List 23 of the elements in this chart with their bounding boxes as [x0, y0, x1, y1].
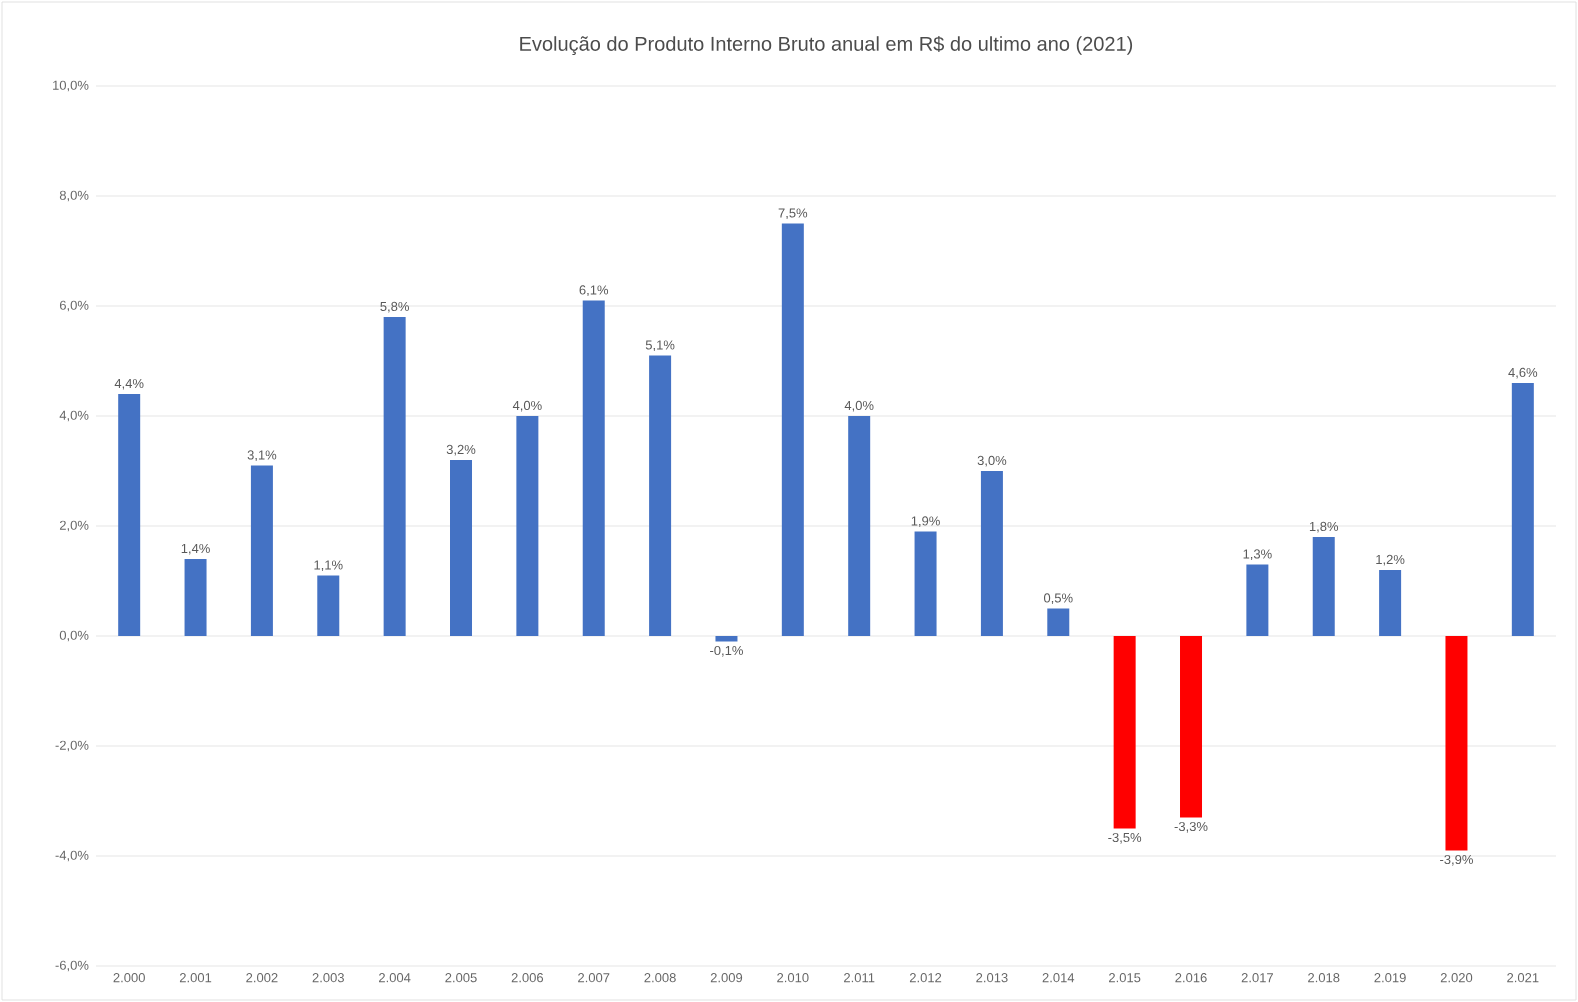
bar: [914, 531, 937, 636]
bar: [1312, 537, 1335, 636]
chart-title: Evolução do Produto Interno Bruto anual em R$ do ultimo ano (2021): [520, 35, 1133, 55]
bar: [1113, 636, 1136, 829]
bar: [1445, 636, 1468, 851]
bar: [184, 558, 207, 636]
bar: [980, 470, 1003, 636]
bar: [1246, 564, 1269, 636]
bar: [1047, 608, 1070, 636]
bar: [715, 636, 738, 642]
bar: [582, 300, 605, 636]
bar: [250, 465, 273, 636]
bar: [781, 223, 804, 636]
bar: [118, 393, 141, 636]
bar: [1511, 382, 1534, 636]
bar: [649, 355, 672, 636]
bar: [1180, 636, 1203, 818]
bar: [1379, 569, 1402, 636]
bar: [516, 416, 539, 636]
bar: [383, 317, 406, 636]
bar: [317, 575, 340, 636]
bar: [848, 416, 871, 636]
bar: [450, 460, 473, 636]
